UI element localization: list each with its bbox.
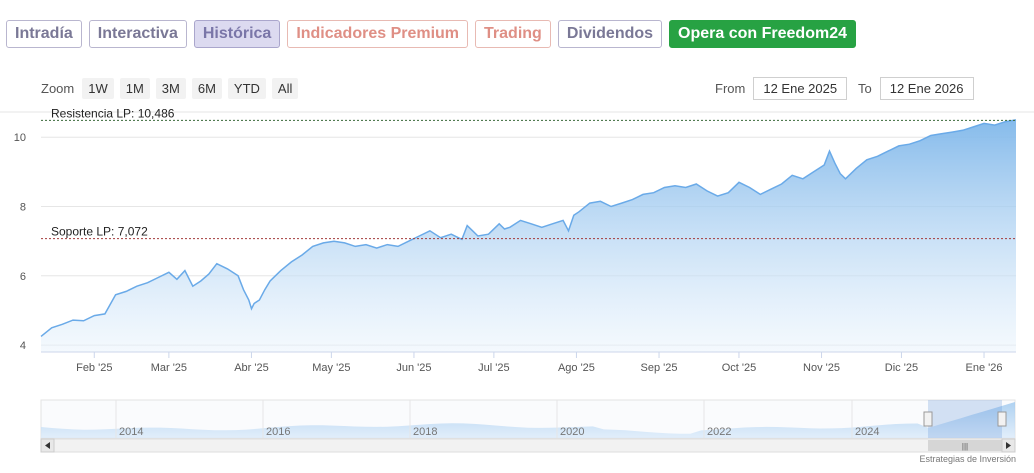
navigator-right-handle[interactable]	[997, 411, 1007, 427]
x-tick-label: Ago '25	[558, 362, 595, 374]
x-tick-label: Mar '25	[151, 362, 187, 374]
navigator-tick-label: 2014	[119, 426, 143, 438]
chart-tabs: Intradía Interactiva Histórica Indicador…	[6, 20, 856, 48]
to-label: To	[858, 81, 872, 96]
scrollbar-grip-icon: |||	[962, 442, 968, 451]
x-tick-label: Feb '25	[76, 362, 112, 374]
from-label: From	[715, 81, 746, 96]
x-tick-label: Nov '25	[803, 362, 840, 374]
zoom-all-button[interactable]: All	[271, 78, 299, 99]
y-tick-label: 10	[14, 132, 26, 144]
x-tick-label: Jul '25	[478, 362, 509, 374]
scrollbar-thumb[interactable]	[928, 440, 1002, 451]
support-label: Soporte LP: 7,072	[51, 225, 148, 239]
tab-indicadores-premium[interactable]: Indicadores Premium	[287, 20, 469, 48]
zoom-selector: Zoom 1W 1M 3M 6M YTD All	[41, 78, 299, 99]
navigator[interactable]: 2014 2016 2018 2020 2022 2024	[40, 399, 1016, 439]
tab-dividendos[interactable]: Dividendos	[557, 20, 663, 48]
navigator-tick-label: 2024	[855, 426, 879, 438]
zoom-ytd-button[interactable]: YTD	[227, 78, 266, 99]
opera-freedom24-button[interactable]: Opera con Freedom24	[669, 20, 856, 48]
resistance-label: Resistencia LP: 10,486	[51, 106, 175, 120]
x-tick-label: Ene '26	[966, 362, 1003, 374]
y-tick-label: 6	[20, 271, 26, 283]
from-date-input[interactable]: 12 Ene 2025	[753, 77, 848, 100]
zoom-1w-button[interactable]: 1W	[82, 78, 114, 99]
navigator-tick-label: 2020	[560, 426, 584, 438]
y-tick-label: 4	[20, 340, 26, 352]
tab-intradia[interactable]: Intradía	[6, 20, 82, 48]
zoom-1m-button[interactable]: 1M	[119, 78, 150, 99]
x-tick-label: Jun '25	[396, 362, 431, 374]
scrollbar[interactable]: |||	[40, 438, 1016, 453]
x-tick-label: Oct '25	[722, 362, 757, 374]
tab-trading[interactable]: Trading	[475, 20, 551, 48]
range-from: From 12 Ene 2025	[715, 77, 848, 100]
scrollbar-track	[40, 438, 1016, 453]
x-tick-label: Sep '25	[641, 362, 678, 374]
navigator-tick-label: 2018	[413, 426, 437, 438]
navigator-left-handle[interactable]	[923, 411, 933, 427]
tab-interactiva[interactable]: Interactiva	[88, 20, 187, 48]
x-axis-ticks: Feb '25 Mar '25 Abr '25 May '25 Jun '25 Jul '…	[41, 351, 1016, 374]
credit-text: Estrategias de Inversión	[919, 454, 1016, 464]
zoom-6m-button[interactable]: 6M	[191, 78, 222, 99]
x-tick-label: Dic '25	[885, 362, 918, 374]
x-tick-label: May '25	[312, 362, 350, 374]
navigator-series	[41, 402, 1015, 438]
zoom-3m-button[interactable]: 3M	[155, 78, 186, 99]
navigator-ticks: 2014 2016 2018 2020 2022 2024	[115, 400, 879, 438]
y-tick-label: 8	[20, 202, 26, 214]
navigator-tick-label: 2016	[266, 426, 290, 438]
zoom-label: Zoom	[41, 81, 75, 96]
tab-historica[interactable]: Histórica	[193, 20, 281, 48]
price-area	[41, 119, 1016, 353]
x-tick-label: Abr '25	[234, 362, 269, 374]
arrow-left-icon	[45, 442, 50, 449]
range-to: To 12 Ene 2026	[858, 77, 974, 100]
navigator-tick-label: 2022	[707, 426, 731, 438]
price-line	[40, 119, 1017, 337]
navigator-selection[interactable]	[928, 400, 1002, 438]
arrow-right-icon	[1006, 442, 1011, 449]
y-axis-ticks: 4 6 8 10	[14, 132, 26, 352]
to-date-input[interactable]: 12 Ene 2026	[879, 77, 974, 100]
